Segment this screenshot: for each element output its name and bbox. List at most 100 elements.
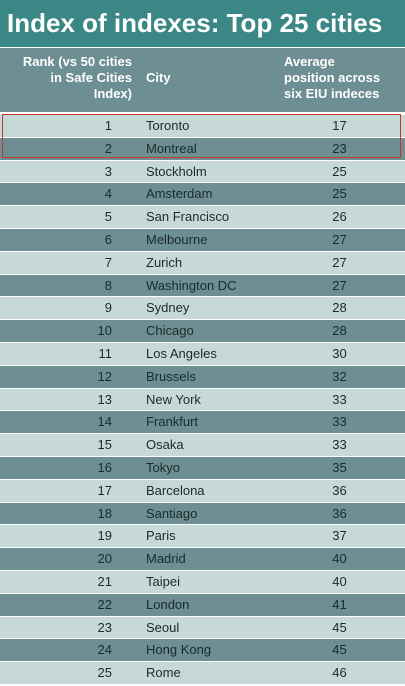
table-row: 16 Tokyo 35 [0, 456, 405, 479]
rank-cell: 10 [97, 323, 112, 339]
rank-cell: 7 [104, 254, 112, 270]
city-cell: Zurich [146, 254, 183, 270]
rank-cell: 18 [97, 505, 112, 521]
header-average-position: Average position across six EIU indeces [284, 54, 381, 101]
table-row: 24 Hong Kong 45 [0, 639, 405, 662]
city-cell: New York [146, 391, 201, 407]
average-cell: 25 [332, 163, 347, 179]
average-cell: 26 [332, 209, 347, 225]
table-row: 2 Montreal 23 [0, 137, 405, 160]
city-cell: Osaka [146, 437, 184, 453]
average-cell: 33 [332, 437, 347, 453]
average-cell: 23 [332, 140, 347, 156]
city-cell: San Francisco [146, 209, 230, 225]
city-cell: Santiago [146, 505, 198, 521]
rank-cell: 6 [104, 231, 112, 247]
rank-cell: 17 [97, 482, 112, 498]
rank-cell: 21 [97, 573, 112, 589]
average-cell: 33 [332, 414, 347, 430]
rank-cell: 4 [104, 186, 112, 202]
average-cell: 27 [332, 277, 347, 293]
city-cell: Melbourne [146, 231, 208, 247]
rank-cell: 11 [98, 345, 113, 361]
table-row: 15 Osaka 33 [0, 434, 405, 456]
average-cell: 17 [332, 118, 347, 133]
rank-cell: 19 [97, 528, 112, 544]
average-cell: 40 [332, 573, 347, 589]
average-cell: 27 [332, 254, 347, 270]
city-cell: Montreal [146, 140, 197, 156]
header-rank: Rank (vs 50 cities in Safe Cities Index) [22, 54, 132, 101]
city-cell: Washington DC [146, 277, 237, 293]
average-cell: 37 [332, 528, 347, 544]
table-row: 19 Paris 37 [0, 525, 405, 548]
city-cell: Toronto [146, 118, 190, 133]
rank-cell: 5 [104, 209, 112, 225]
city-cell: London [146, 596, 190, 612]
table-body: 1 Toronto 17 2 Montreal 23 3 Stockholm 25 4 Amster… [0, 115, 405, 684]
city-cell: Tokyo [146, 459, 180, 475]
city-cell: Paris [146, 528, 176, 544]
table-title: Index of indexes: Top 25 cities [0, 0, 405, 47]
city-cell: Sydney [146, 300, 190, 316]
rank-cell: 3 [104, 163, 112, 179]
rank-cell: 13 [97, 391, 112, 407]
table-row: 10 Chicago 28 [0, 320, 405, 342]
average-cell: 45 [332, 642, 347, 658]
rank-cell: 25 [97, 665, 112, 681]
table-row: 21 Taipei 40 [0, 570, 405, 593]
table-row: 11 Los Angeles 30 [0, 342, 405, 365]
table-row: 8 Washington DC 27 [0, 274, 405, 297]
rank-cell: 14 [97, 414, 112, 430]
average-cell: 35 [332, 459, 347, 475]
table-row: 5 San Francisco 26 [0, 206, 405, 228]
rank-cell: 15 [97, 437, 112, 453]
table-row: 6 Melbourne 27 [0, 228, 405, 251]
average-cell: 28 [332, 300, 347, 316]
table-row: 12 Brussels 32 [0, 365, 405, 388]
header-city: City [146, 70, 171, 85]
average-cell: 45 [332, 619, 347, 635]
city-cell: Rome [146, 665, 181, 681]
average-cell: 30 [332, 345, 347, 361]
city-cell: Barcelona [146, 482, 205, 498]
city-cell: Hong Kong [146, 642, 212, 658]
average-cell: 41 [332, 596, 347, 612]
rank-cell: 2 [104, 140, 112, 156]
table-row: 9 Sydney 28 [0, 297, 405, 320]
city-cell: Stockholm [146, 163, 207, 179]
table-row: 7 Zurich 27 [0, 251, 405, 274]
table-row: 18 Santiago 36 [0, 502, 405, 525]
average-cell: 27 [332, 231, 347, 247]
table-header: Rank (vs 50 cities in Safe Cities Index)… [0, 47, 405, 112]
rank-cell: 8 [104, 277, 112, 293]
table-row: 14 Frankfurt 33 [0, 411, 405, 434]
average-cell: 33 [332, 391, 347, 407]
rank-cell: 23 [97, 619, 112, 635]
table-row: 4 Amsterdam 25 [0, 183, 405, 206]
city-cell: Amsterdam [146, 186, 213, 202]
rank-cell: 24 [97, 642, 112, 658]
average-cell: 32 [332, 368, 347, 384]
average-cell: 36 [332, 505, 347, 521]
city-cell: Los Angeles [146, 345, 217, 361]
table-row: 13 New York 33 [0, 388, 405, 411]
table-row: 25 Rome 46 [0, 662, 405, 684]
average-cell: 28 [332, 323, 347, 339]
average-cell: 36 [332, 482, 347, 498]
average-cell: 46 [332, 665, 347, 681]
average-cell: 40 [332, 551, 347, 567]
table-row: 17 Barcelona 36 [0, 479, 405, 502]
city-cell: Seoul [146, 619, 180, 635]
rank-cell: 1 [104, 118, 112, 133]
city-cell: Frankfurt [146, 414, 199, 430]
table-row: 22 London 41 [0, 593, 405, 616]
city-cell: Madrid [146, 551, 186, 567]
table-row: 3 Stockholm 25 [0, 160, 405, 183]
average-cell: 25 [332, 186, 347, 202]
rank-cell: 20 [97, 551, 112, 567]
rank-cell: 9 [104, 300, 112, 316]
table-row: 20 Madrid 40 [0, 548, 405, 570]
table-row: 1 Toronto 17 [0, 115, 405, 137]
